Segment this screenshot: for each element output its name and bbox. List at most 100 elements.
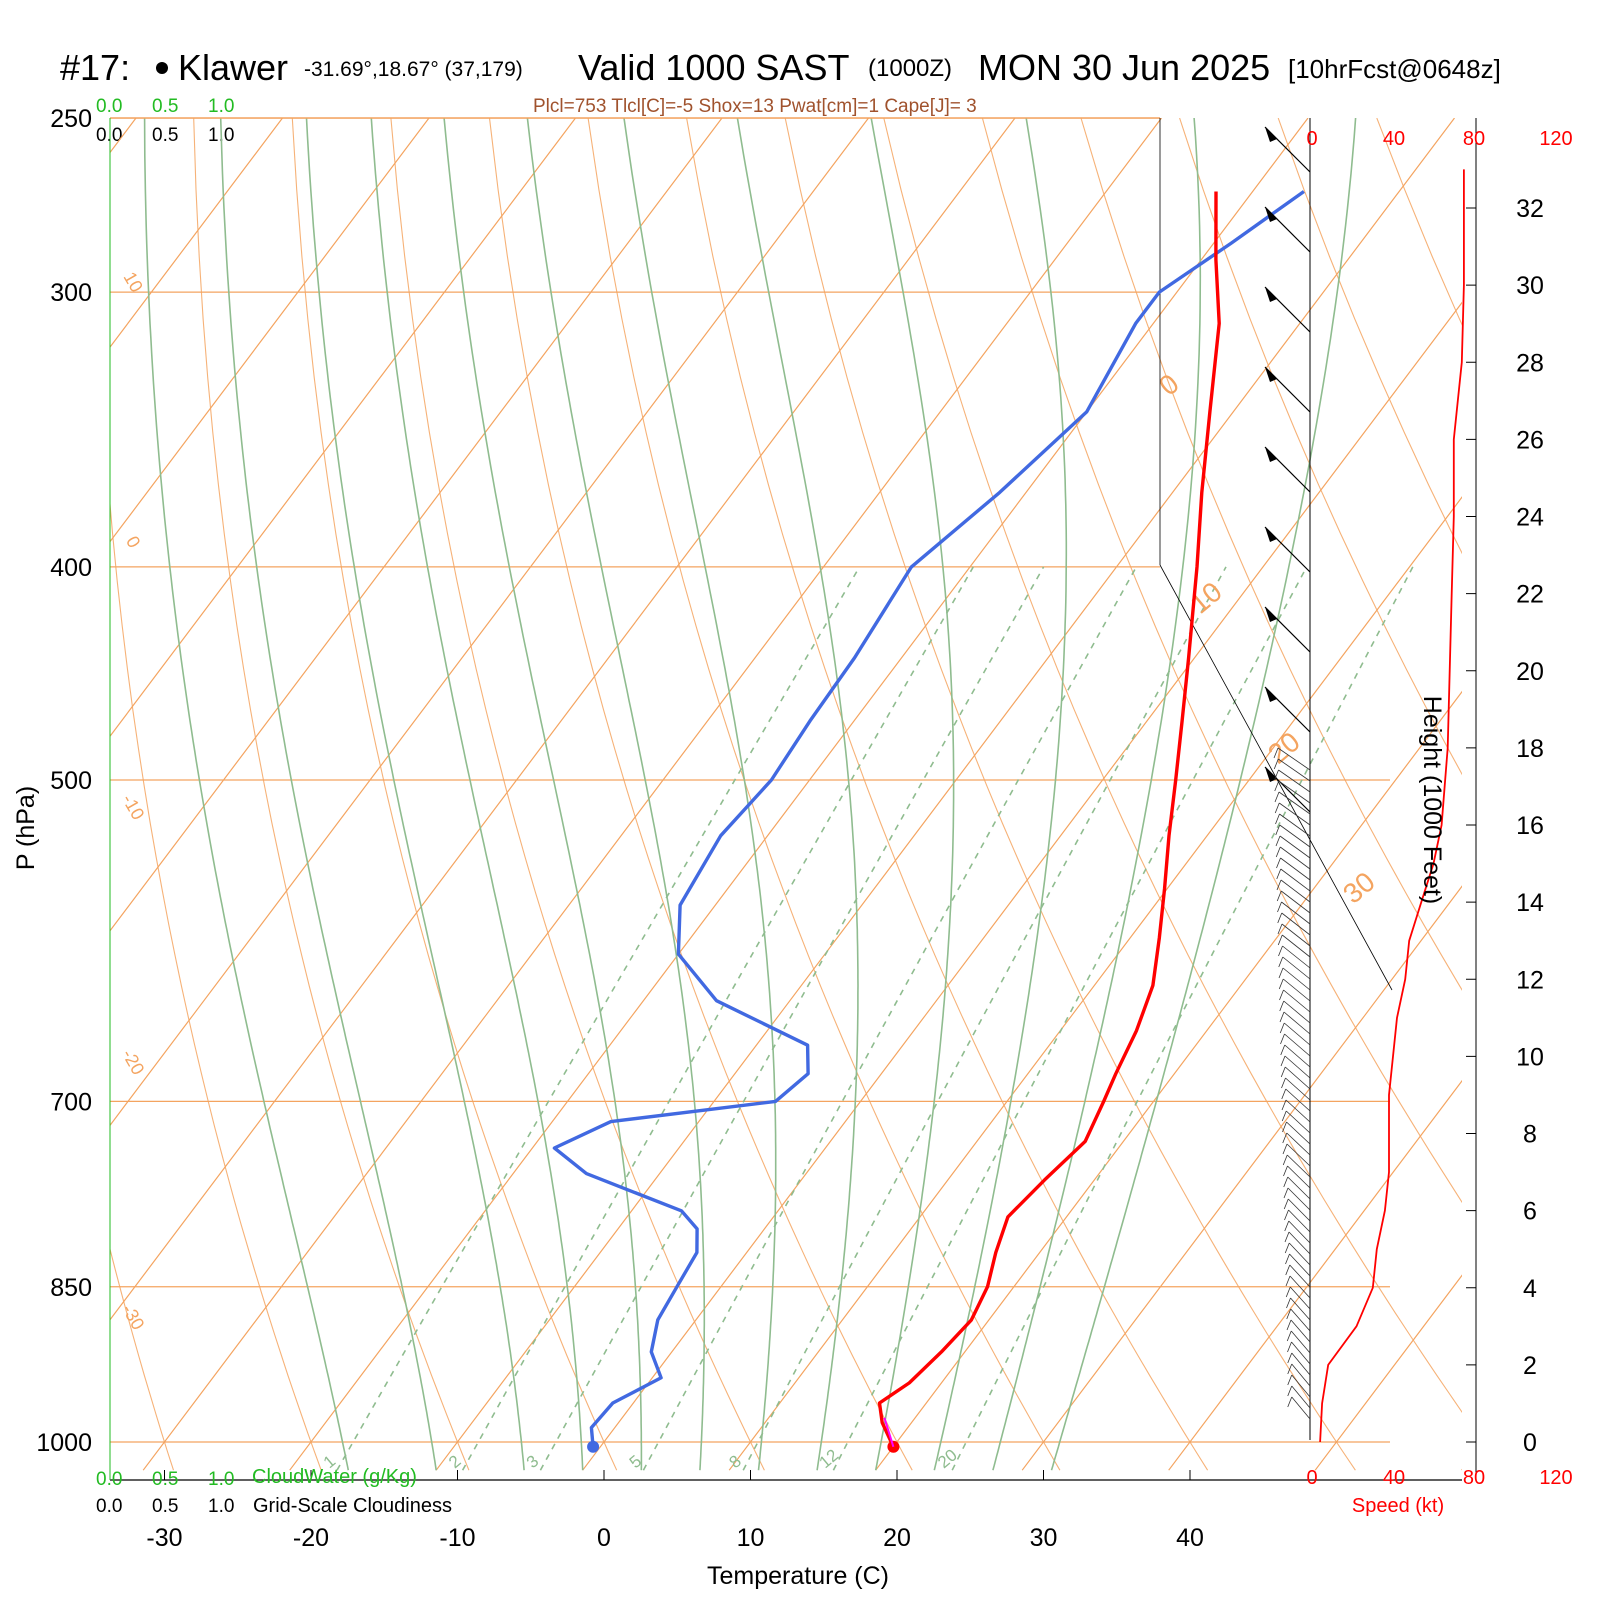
wind-barb-staff bbox=[1279, 824, 1311, 848]
cw-tick-bot-2: 1.0 bbox=[208, 1469, 234, 1490]
mixing-ratio-label: 8 bbox=[725, 1451, 744, 1472]
mixing-ratio-line bbox=[336, 566, 861, 1471]
wind-barb-tick bbox=[1286, 1319, 1292, 1331]
pressure-tick-label: 700 bbox=[50, 1088, 92, 1116]
isotherm-label: -10 bbox=[118, 791, 148, 824]
station-id: #17: bbox=[60, 47, 130, 88]
y-axis-label: P (hPa) bbox=[12, 786, 40, 870]
cl-tick-bot-1: 0.5 bbox=[152, 1496, 178, 1517]
mixing-ratio-line bbox=[461, 566, 974, 1471]
wind-barb-staff bbox=[1281, 923, 1311, 947]
wind-barb-tick bbox=[1287, 1341, 1292, 1353]
isotherm-line bbox=[110, 118, 430, 543]
speed-tick-bottom: 0 bbox=[1306, 1467, 1317, 1489]
wind-barb-tick bbox=[1287, 1396, 1293, 1408]
wind-barb-tick bbox=[1285, 1275, 1291, 1287]
wind-barb-tick bbox=[1286, 1308, 1292, 1320]
pressure-tick-label: 1000 bbox=[36, 1429, 92, 1457]
wind-barb-staff bbox=[1291, 1341, 1311, 1365]
speed-tick-top: 120 bbox=[1539, 128, 1572, 150]
wind-barb-staff bbox=[1283, 1000, 1311, 1024]
wind-barb-flag bbox=[1265, 367, 1277, 382]
wind-barb-flag bbox=[1265, 767, 1277, 782]
wind-barb-staff bbox=[1283, 989, 1311, 1013]
isotherm-line bbox=[728, 496, 1462, 1471]
wind-barb-staff bbox=[1277, 747, 1311, 771]
wind-barb-flag bbox=[1265, 447, 1277, 462]
wind-barb-staff bbox=[1289, 1264, 1311, 1288]
moist-adiabat-line bbox=[370, 118, 584, 1471]
dry-adiabat-line bbox=[1574, 118, 1600, 1470]
isotherm-line bbox=[435, 118, 1455, 1471]
height-tick-label: 12 bbox=[1516, 966, 1544, 994]
cloudwater-label: CloudWater (g/Kg) bbox=[252, 1466, 417, 1488]
temp-tick-label: -30 bbox=[146, 1524, 182, 1552]
wind-barb-staff bbox=[1283, 1011, 1311, 1035]
axis-ticks: 0246810121416182022242628303225030040050… bbox=[36, 105, 1572, 1552]
wind-barb-tick bbox=[1278, 978, 1284, 990]
moist-adiabat-line bbox=[219, 118, 437, 1471]
wind-barb-staff bbox=[1279, 802, 1311, 826]
wind-barb-tick bbox=[1279, 1000, 1285, 1012]
pressure-tick-label: 250 bbox=[50, 105, 92, 133]
forecast-info: [10hrFcst@0648z] bbox=[1288, 54, 1501, 84]
wind-barb-tick bbox=[1279, 1011, 1285, 1023]
wind-barbs bbox=[1264, 126, 1311, 1420]
wind-barb-staff bbox=[1288, 1231, 1311, 1255]
cl-tick-top-1: 0.5 bbox=[152, 125, 178, 146]
wind-barb-staff bbox=[1280, 857, 1311, 881]
wind-barb-staff bbox=[1289, 1275, 1311, 1299]
station-dot-icon bbox=[156, 62, 168, 74]
wind-barb-tick bbox=[1285, 1253, 1290, 1265]
pressure-tick-label: 500 bbox=[50, 767, 92, 795]
wind-barb-icon bbox=[1264, 286, 1311, 333]
wind-barb-icon bbox=[1264, 606, 1311, 653]
dry-adiabat-line bbox=[1376, 118, 1462, 326]
wind-barb-tick bbox=[1278, 956, 1284, 968]
temp-tick-label: 20 bbox=[883, 1524, 911, 1552]
wind-barb-staff bbox=[1278, 791, 1311, 815]
cw-tick-bot-1: 0.5 bbox=[152, 1469, 178, 1490]
wind-barb-tick bbox=[1284, 1209, 1289, 1221]
cloudwater-scale-bottom: 0.0 0.5 1.0 CloudWater (g/Kg) 0.0 0.5 1.… bbox=[96, 1466, 452, 1517]
wind-barb-staff bbox=[1282, 956, 1311, 980]
temp-tick-label: 10 bbox=[737, 1524, 765, 1552]
wind-barb-tick bbox=[1280, 1066, 1286, 1078]
wind-barb-staff bbox=[1284, 1066, 1311, 1090]
mixing-ratio-label: 20 bbox=[934, 1445, 961, 1472]
speed-tick-bottom: 120 bbox=[1539, 1467, 1572, 1489]
temp-tick-label: 30 bbox=[1030, 1524, 1058, 1552]
mixing-ratio-line bbox=[539, 566, 1045, 1471]
wind-barb-tick bbox=[1287, 1374, 1293, 1386]
temp-tick-label: 40 bbox=[1176, 1524, 1204, 1552]
wind-barb-staff bbox=[1278, 769, 1311, 793]
wind-barb-staff bbox=[1281, 901, 1311, 925]
height-tick-label: 10 bbox=[1516, 1043, 1544, 1071]
temp-tick-label: -10 bbox=[439, 1524, 475, 1552]
wind-barb-tick bbox=[1282, 1121, 1287, 1133]
wind-barb-staff bbox=[1284, 1033, 1311, 1057]
dry-adiabat-line bbox=[1277, 118, 1462, 555]
height-tick-label: 2 bbox=[1523, 1352, 1537, 1380]
moist-adiabat-line bbox=[736, 118, 859, 1471]
wind-barb-tick bbox=[1274, 791, 1280, 803]
wind-barb-tick bbox=[1283, 1165, 1288, 1177]
height-tick-label: 30 bbox=[1516, 272, 1544, 300]
wind-barb-tick bbox=[1274, 802, 1280, 814]
plot-frame bbox=[109, 117, 1477, 1481]
wind-barb-tick bbox=[1276, 890, 1282, 902]
wind-barb-staff bbox=[1288, 1242, 1311, 1266]
station-coords: -31.69°,18.67° (37,179) bbox=[304, 58, 523, 81]
wind-barb-staff bbox=[1278, 758, 1311, 782]
wind-barb-staff bbox=[1279, 813, 1311, 837]
moist-adiabat-line bbox=[870, 118, 955, 1471]
speed-tick-top: 0 bbox=[1306, 128, 1317, 150]
height-tick-label: 22 bbox=[1516, 581, 1544, 609]
wind-barb-flag bbox=[1265, 127, 1277, 142]
cloudwater-scale-top: 0.0 0.5 1.0 0.0 0.5 1.0 bbox=[96, 96, 234, 146]
wind-barb-tick bbox=[1278, 967, 1284, 979]
sounding-series bbox=[552, 190, 1305, 1453]
wind-barb-staff bbox=[1287, 1176, 1311, 1200]
height-tick-label: 24 bbox=[1516, 504, 1544, 532]
